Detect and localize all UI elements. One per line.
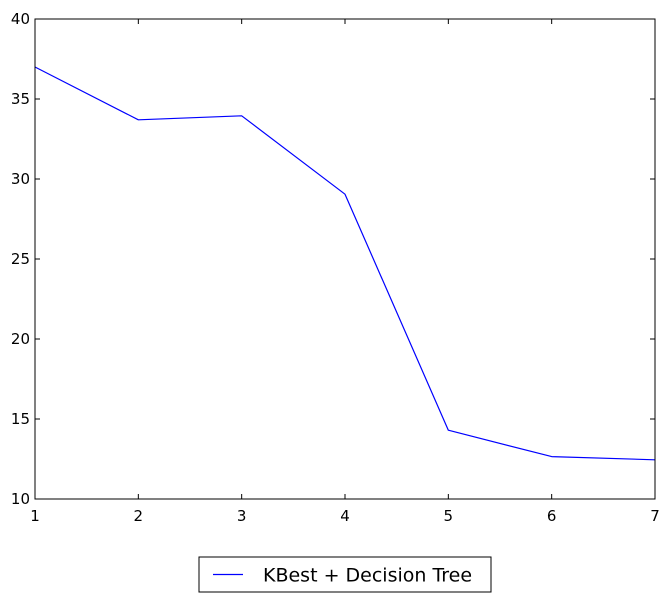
y-tick-label: 25 [11, 250, 30, 268]
legend-label: KBest + Decision Tree [263, 565, 472, 587]
series-line [34, 66, 656, 461]
x-tick-label: 1 [30, 507, 40, 525]
y-tick-label: 35 [11, 90, 30, 108]
y-tick-label: 10 [11, 490, 30, 508]
y-tick-marks [35, 18, 655, 500]
plot-frame [34, 18, 656, 500]
x-tick-labels: 1 2 3 4 5 6 7 [30, 507, 660, 525]
y-tick-label: 30 [11, 170, 30, 188]
x-tick-label: 3 [237, 507, 247, 525]
y-tick-label: 15 [11, 410, 30, 428]
x-tick-label: 6 [547, 507, 557, 525]
legend: KBest + Decision Tree [198, 556, 492, 593]
y-tick-label: 40 [11, 10, 30, 28]
y-tick-labels: 10 15 20 25 30 35 40 [11, 10, 30, 508]
legend-box [198, 556, 492, 593]
x-tick-label: 7 [650, 507, 660, 525]
x-tick-marks [34, 19, 656, 499]
series-layer [34, 66, 656, 461]
x-tick-label: 2 [134, 507, 144, 525]
y-tick-label: 20 [11, 330, 30, 348]
x-tick-label: 5 [444, 507, 454, 525]
x-tick-label: 4 [340, 507, 350, 525]
